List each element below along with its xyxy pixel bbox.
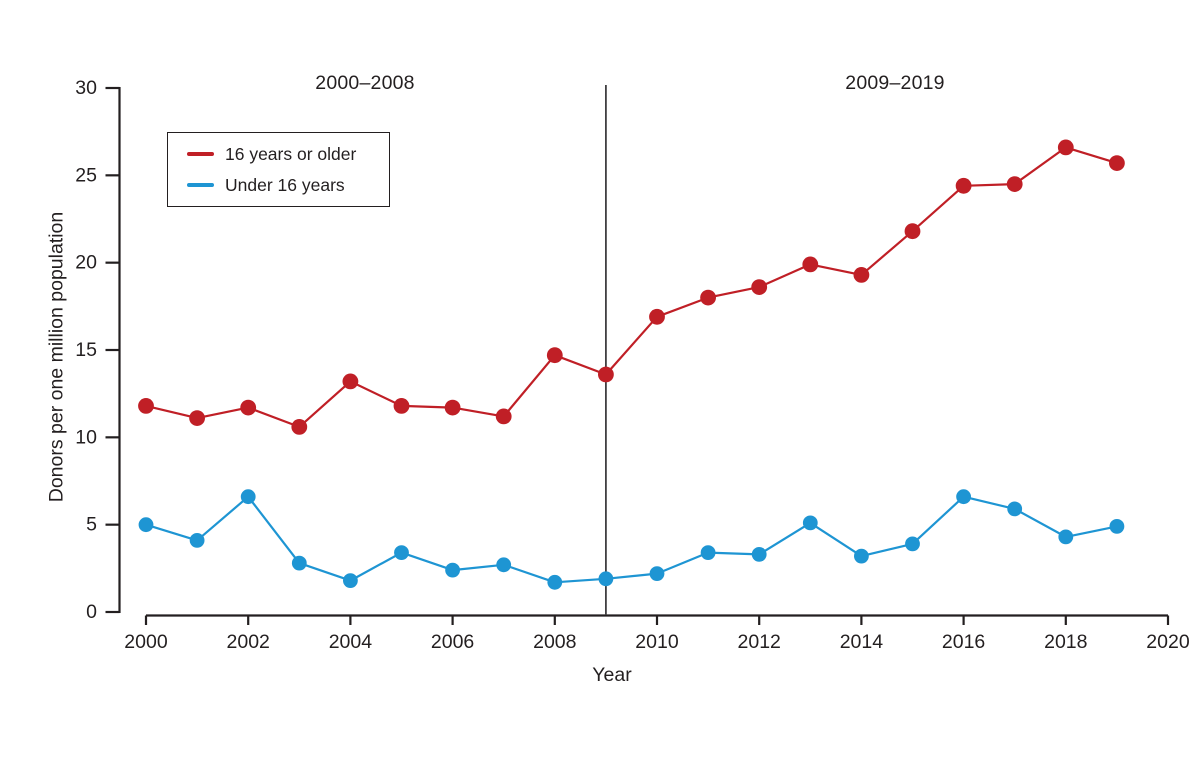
data-point-marker (955, 177, 972, 194)
legend-line-swatch (187, 152, 214, 156)
x-tick-label: 2008 (533, 631, 576, 653)
data-point-marker (189, 533, 205, 548)
x-tick-label: 2018 (1044, 631, 1087, 653)
data-point-marker (240, 399, 257, 416)
data-point-marker (342, 373, 359, 390)
data-point-marker (904, 223, 921, 240)
y-tick-label: 5 (86, 514, 97, 536)
series-line (145, 495, 1118, 584)
y-tick-label: 10 (75, 426, 97, 448)
data-point-marker (496, 557, 512, 573)
data-point-marker (649, 308, 665, 325)
data-point-marker (905, 536, 920, 552)
x-tick-label: 2004 (329, 631, 373, 653)
data-point-marker (598, 366, 614, 383)
data-point-marker (956, 489, 971, 505)
x-tick-label: 2016 (942, 631, 985, 653)
data-point-marker (854, 548, 869, 564)
y-axis-label: Donors per one million population (45, 211, 68, 503)
legend-line-swatch (187, 183, 214, 187)
data-point-marker (649, 566, 665, 581)
data-point-marker (700, 289, 716, 306)
x-tick-label: 2012 (738, 631, 781, 653)
period-label-left: 2000–2008 (315, 72, 415, 94)
data-point-marker (1109, 519, 1125, 534)
legend-item: 16 years or older (187, 144, 389, 165)
x-tick-label: 2002 (227, 631, 270, 653)
data-point-marker (495, 408, 512, 425)
data-point-marker (240, 489, 256, 505)
legend-item: Under 16 years (187, 175, 389, 196)
data-point-marker (1058, 529, 1074, 545)
data-point-marker (1007, 501, 1023, 517)
data-point-marker (291, 419, 308, 435)
data-point-marker (1057, 139, 1074, 156)
x-tick-label: 2014 (840, 631, 884, 653)
data-point-marker (598, 571, 614, 587)
y-tick-label: 30 (75, 77, 97, 99)
series-line (145, 146, 1118, 428)
x-tick-label: 2020 (1146, 631, 1190, 653)
y-tick-label: 0 (86, 601, 97, 623)
y-tick-label: 15 (75, 339, 97, 361)
data-point-marker (445, 562, 460, 578)
data-point-marker (1109, 155, 1125, 172)
period-label-right: 2009–2019 (845, 72, 945, 94)
data-point-marker (547, 574, 563, 590)
legend-item-label: Under 16 years (225, 174, 345, 195)
data-point-marker (393, 398, 410, 414)
y-tick-label: 25 (75, 164, 97, 186)
data-point-marker (802, 515, 818, 531)
x-axis-label: Year (592, 664, 632, 686)
data-point-marker (853, 267, 870, 283)
legend-item-label: 16 years or older (225, 143, 357, 164)
data-point-marker (802, 256, 819, 273)
x-tick-label: 2000 (124, 631, 168, 653)
x-tick-label: 2010 (635, 631, 679, 653)
data-point-marker (138, 398, 154, 414)
data-point-marker (394, 545, 409, 560)
data-point-marker (138, 517, 154, 533)
data-point-marker (751, 547, 767, 562)
data-point-marker (189, 410, 206, 426)
data-point-marker (343, 573, 358, 588)
x-tick-label: 2006 (431, 631, 474, 653)
legend: 16 years or older Under 16 years (167, 132, 390, 207)
data-point-marker (700, 545, 716, 560)
y-tick-label: 20 (75, 252, 97, 274)
data-point-marker (1006, 176, 1023, 193)
data-point-marker (546, 347, 563, 364)
data-point-marker (291, 555, 307, 571)
data-point-marker (444, 399, 461, 416)
data-point-marker (751, 279, 768, 295)
